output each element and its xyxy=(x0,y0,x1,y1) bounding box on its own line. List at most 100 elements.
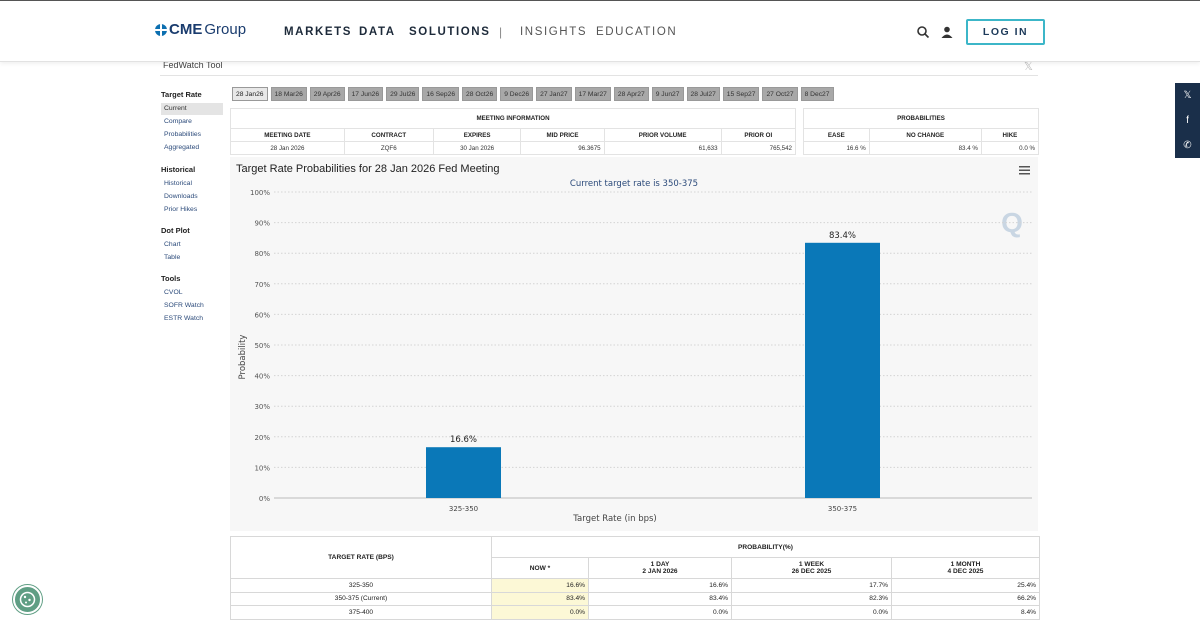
table-header: EXPIRES xyxy=(432,128,522,142)
meeting-tab[interactable]: 28 Jul27 xyxy=(686,87,720,101)
chart-panel: Target Rate Probabilities for 28 Jan 202… xyxy=(230,157,1038,531)
meeting-tab[interactable]: 8 Dec27 xyxy=(800,87,834,101)
meeting-info-caption: MEETING INFORMATION xyxy=(230,108,796,129)
sidebar-item-downloads[interactable]: Downloads xyxy=(164,193,198,200)
nav-solutions[interactable]: SOLUTIONS xyxy=(409,26,491,38)
y-tick-label: 40% xyxy=(254,373,270,381)
meeting-tab[interactable]: 15 Sep27 xyxy=(722,87,760,101)
table-row: 325-350 16.6% 16.6% 17.7% 25.4% xyxy=(230,578,1040,593)
meeting-tab[interactable]: 17 Mar27 xyxy=(574,87,611,101)
header-line: 1 DAY xyxy=(650,561,670,568)
chart-gridlines xyxy=(274,191,1032,499)
meeting-tab[interactable]: 9 Dec26 xyxy=(500,87,534,101)
y-tick-label: 20% xyxy=(254,434,270,442)
meeting-tab[interactable]: 29 Apr26 xyxy=(309,87,345,101)
nav-education[interactable]: EDUCATION xyxy=(596,26,678,38)
sidebar-item-chart[interactable]: Chart xyxy=(164,241,181,248)
bar-325-350[interactable] xyxy=(426,447,501,498)
meeting-tab[interactable]: 9 Jun27 xyxy=(651,87,684,101)
meeting-tab[interactable]: 28 Jan26 xyxy=(232,87,268,101)
target-rate-header: TARGET RATE (BPS) xyxy=(230,536,492,579)
cme-group-logo[interactable]: CME Group xyxy=(155,21,246,38)
now-cell: 0.0% xyxy=(491,605,589,620)
meeting-tab[interactable]: 28 Oct26 xyxy=(462,87,498,101)
sidebar-item-cvol[interactable]: CVOL xyxy=(164,289,183,296)
meeting-tab[interactable]: 18 Mar26 xyxy=(270,87,307,101)
chart-bars: 16.6% 83.4% xyxy=(426,231,880,498)
one-day-header: 1 DAY 2 JAN 2026 xyxy=(588,557,732,579)
table-header: PRIOR OI xyxy=(720,128,797,142)
table-header: HIKE xyxy=(980,128,1040,142)
x-share-icon[interactable]: 𝕏 xyxy=(1183,90,1192,101)
probabilities-table: PROBABILITIES EASE NO CHANGE HIKE 16.6 %… xyxy=(803,108,1040,155)
search-icon[interactable] xyxy=(916,25,930,39)
table-row: 375-400 0.0% 0.0% 0.0% 8.4% xyxy=(230,605,1040,620)
sidebar-item-sofr-watch[interactable]: SOFR Watch xyxy=(164,302,204,309)
sidebar-item-probabilities[interactable]: Probabilities xyxy=(164,131,202,138)
x-tick-label: 325-350 xyxy=(449,505,478,513)
y-tick-label: 10% xyxy=(254,464,270,472)
meeting-tab[interactable]: 27 Oct27 xyxy=(762,87,798,101)
meeting-tab[interactable]: 16 Sep26 xyxy=(422,87,460,101)
one-week-cell: 82.3% xyxy=(731,591,892,606)
nav-insights[interactable]: INSIGHTS xyxy=(520,26,588,38)
nav-separator: | xyxy=(499,25,503,39)
logo-suffix: Group xyxy=(204,21,247,38)
one-day-cell: 83.4% xyxy=(588,591,732,606)
user-icon[interactable] xyxy=(940,25,954,39)
cookie-settings-icon[interactable] xyxy=(13,585,42,614)
meeting-tab[interactable]: 17 Jun26 xyxy=(347,87,384,101)
bar-350-375[interactable] xyxy=(805,242,880,498)
one-day-cell: 16.6% xyxy=(588,578,732,593)
watermark-logo: Q xyxy=(1001,207,1023,238)
whatsapp-share-icon[interactable]: ✆ xyxy=(1183,140,1192,151)
sidebar-item-historical[interactable]: Historical xyxy=(164,180,192,187)
one-month-cell: 25.4% xyxy=(891,578,1040,593)
login-button[interactable]: LOG IN xyxy=(966,19,1045,45)
sidebar-heading-target-rate: Target Rate xyxy=(161,90,202,99)
one-month-cell: 8.4% xyxy=(891,605,1040,620)
page-title: FedWatch Tool xyxy=(163,60,223,70)
logo-brand: CME xyxy=(169,21,203,38)
nav-markets[interactable]: MARKETS xyxy=(284,26,353,38)
facebook-share-icon[interactable]: f xyxy=(1186,115,1189,126)
table-header: EASE xyxy=(803,128,870,142)
prior-volume-cell: 61,633 xyxy=(603,141,722,155)
y-tick-label: 100% xyxy=(250,189,270,197)
menu-icon[interactable] xyxy=(1019,166,1030,175)
sidebar-item-prior-hikes[interactable]: Prior Hikes xyxy=(164,206,198,213)
sidebar-item-estr-watch[interactable]: ESTR Watch xyxy=(164,315,204,322)
nav-data[interactable]: DATA xyxy=(359,26,396,38)
cookie-icon xyxy=(19,591,36,608)
sidebar-heading-dot-plot: Dot Plot xyxy=(161,226,190,235)
rate-cell: 350-375 (Current) xyxy=(230,591,492,606)
probabilities-caption: PROBABILITIES xyxy=(803,108,1039,129)
sidebar-item-compare[interactable]: Compare xyxy=(164,118,192,125)
probability-header: PROBABILITY(%) xyxy=(491,536,1040,558)
meeting-tab[interactable]: 27 Jan27 xyxy=(536,87,572,101)
header-line: 26 DEC 2025 xyxy=(791,568,832,575)
one-month-header: 1 MONTH 4 DEC 2025 xyxy=(891,557,1040,579)
sidebar-item-table[interactable]: Table xyxy=(164,254,181,261)
bar-data-label: 16.6% xyxy=(450,435,477,445)
target-rate-probability-table: TARGET RATE (BPS) PROBABILITY(%) NOW * 1… xyxy=(230,536,1040,620)
hike-cell: 0.0 % xyxy=(980,141,1040,155)
meeting-tab[interactable]: 28 Apr27 xyxy=(613,87,649,101)
share-x-icon[interactable]: 𝕏 xyxy=(1024,61,1033,73)
social-share-bar: 𝕏 f ✆ xyxy=(1175,83,1200,158)
y-tick-label: 0% xyxy=(259,495,270,503)
meeting-information-table: MEETING INFORMATION MEETING DATE CONTRAC… xyxy=(230,108,797,155)
rate-cell: 325-350 xyxy=(230,578,492,593)
now-cell: 16.6% xyxy=(491,578,589,593)
y-tick-label: 60% xyxy=(254,311,270,319)
table-header: CONTRACT xyxy=(343,128,434,142)
meeting-date-cell: 28 Jan 2026 xyxy=(230,141,345,155)
sidebar-item-aggregated[interactable]: Aggregated xyxy=(164,144,200,151)
y-axis-label: Probability xyxy=(238,335,248,380)
probability-bar-chart: Target Rate Probabilities for 28 Jan 202… xyxy=(236,163,1032,524)
header-line: 4 DEC 2025 xyxy=(947,568,984,575)
y-tick-label: 30% xyxy=(254,403,270,411)
sidebar-item-current[interactable]: Current xyxy=(161,103,223,115)
x-tick-label: 350-375 xyxy=(828,505,857,513)
meeting-tab[interactable]: 29 Jul26 xyxy=(386,87,420,101)
